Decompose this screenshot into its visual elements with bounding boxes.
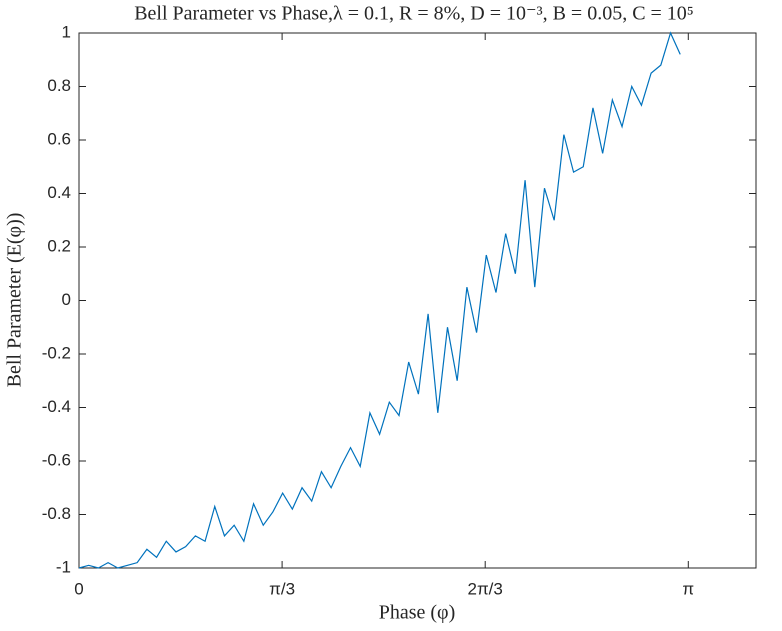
- y-axis-label: Bell Parameter (E(φ)): [4, 213, 26, 388]
- x-tick-label: π: [682, 579, 694, 598]
- chart-title: Bell Parameter vs Phase,λ = 0.1, R = 8%,…: [134, 3, 694, 25]
- y-tick-label: -0.2: [42, 343, 71, 362]
- y-tick-label: 0: [62, 290, 71, 309]
- x-tick-label: 2π/3: [468, 579, 503, 598]
- x-tick-label: 0: [74, 579, 83, 598]
- y-tick-label: 0.4: [47, 183, 71, 202]
- data-line: [78, 31, 681, 569]
- y-tick-label: 0.2: [47, 236, 71, 255]
- y-tick-label: 0.6: [47, 129, 71, 148]
- y-tick-label: -0.6: [42, 450, 71, 469]
- plot-frame: [78, 32, 757, 569]
- x-axis-label: Phase (φ): [379, 602, 456, 624]
- x-tick-label: π/3: [269, 579, 295, 598]
- y-tick-label: 0.8: [47, 76, 71, 95]
- y-tick-label: -0.8: [42, 504, 71, 523]
- y-tick-label: -1: [56, 557, 71, 576]
- y-tick-label: -0.4: [42, 397, 71, 416]
- y-tick-label: 1: [62, 22, 71, 41]
